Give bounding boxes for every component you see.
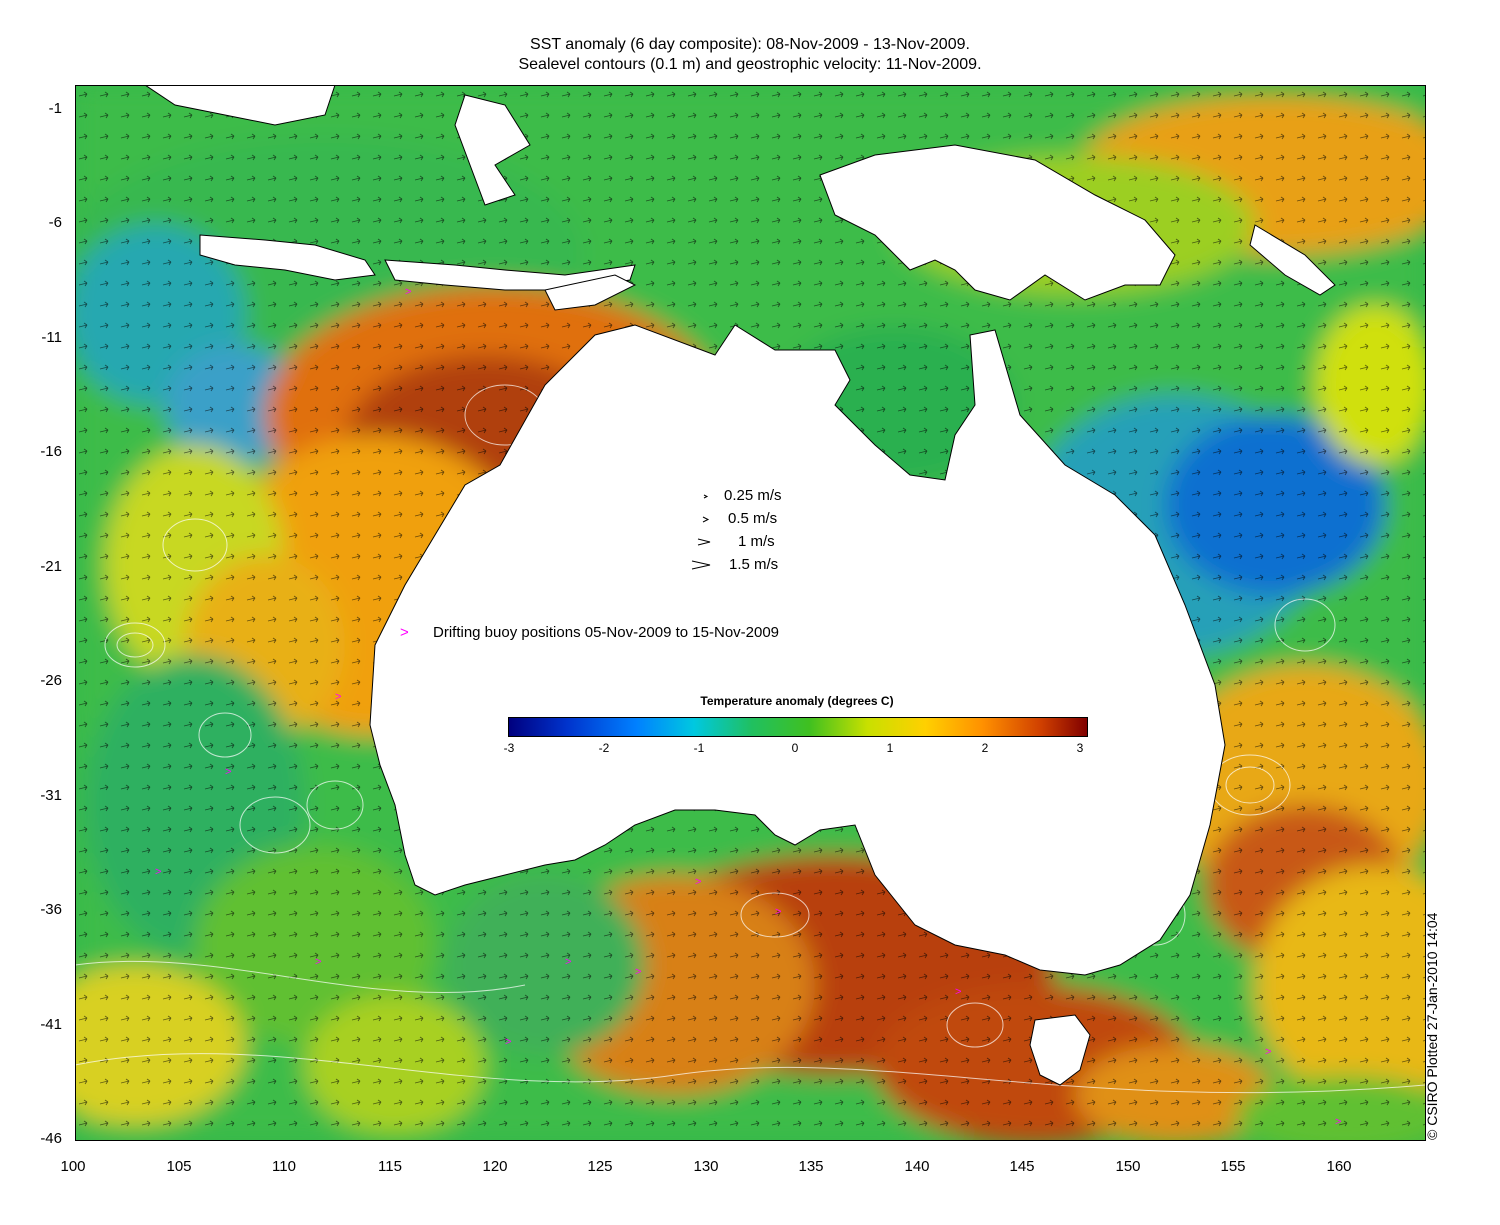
x-tick-label: 145 <box>1009 1158 1035 1175</box>
x-tick-label: 100 <box>60 1158 86 1175</box>
svg-text:>: > <box>955 986 961 998</box>
sealevel-contours <box>75 384 1425 1094</box>
y-tick-label: -26 <box>40 672 62 689</box>
x-tick-label: 160 <box>1326 1158 1352 1175</box>
map-title-line-2: Sealevel contours (0.1 m) and geostrophi… <box>518 56 982 73</box>
x-tick-label: 110 <box>272 1158 296 1175</box>
y-tick-label: -16 <box>40 443 62 460</box>
csiro-credit: © CSIRO Plotted 27-Jan-2010 14:04 <box>1424 912 1440 1140</box>
colorbar-tick-label: -2 <box>598 741 610 755</box>
svg-text:>: > <box>1335 1116 1341 1128</box>
colorbar-tick-label: -1 <box>693 741 705 755</box>
sst-map: > > > > > > > > > > > > > <box>75 85 1425 1140</box>
svg-text:>: > <box>635 966 641 978</box>
timor <box>544 274 637 311</box>
colorbar-tick-label: 0 <box>791 741 799 755</box>
x-tick-label: 140 <box>904 1158 930 1175</box>
tasmania <box>1029 1014 1091 1086</box>
y-tick-label: -46 <box>40 1130 62 1147</box>
svg-text:>: > <box>225 766 231 778</box>
velocity-legend-arrows <box>691 494 711 570</box>
velocity-legend-label: 1.5 m/s <box>729 556 779 573</box>
x-tick-label: 120 <box>482 1158 508 1175</box>
solomon-islands <box>1249 224 1336 296</box>
java <box>199 234 376 281</box>
buoy-legend-symbol: > <box>400 624 409 641</box>
svg-text:>: > <box>775 906 781 918</box>
svg-text:>: > <box>405 286 411 298</box>
australia <box>369 324 1226 976</box>
x-tick-label: 150 <box>1115 1158 1141 1175</box>
velocity-legend-label: 0.5 m/s <box>728 510 778 527</box>
svg-text:>: > <box>1265 1046 1271 1058</box>
x-tick-label: 105 <box>166 1158 192 1175</box>
sst-map-svg: > > > > > > > > > > > > > <box>75 85 1425 1140</box>
x-tick-label: 135 <box>798 1158 824 1175</box>
x-tick-label: 155 <box>1220 1158 1246 1175</box>
x-tick-label: 130 <box>693 1158 719 1175</box>
buoy-legend-label: Drifting buoy positions 05-Nov-2009 to 1… <box>433 624 780 641</box>
drifting-buoy-positions: > > > > > > > > > > > > > <box>155 286 1341 1128</box>
velocity-legend-label: 1 m/s <box>738 533 775 550</box>
nusa-tenggara <box>384 259 636 291</box>
colorbar-tick-label: 1 <box>886 741 894 755</box>
sulawesi <box>454 94 531 206</box>
land-masses <box>144 85 1336 1086</box>
colorbar-tick-label: 3 <box>1076 741 1084 755</box>
colorbar-tick-label: -3 <box>503 741 515 755</box>
x-tick-label: 115 <box>378 1158 402 1175</box>
x-tick-label: 125 <box>587 1158 613 1175</box>
map-title-line-1: SST anomaly (6 day composite): 08-Nov-20… <box>530 36 970 53</box>
y-tick-label: -21 <box>40 558 62 575</box>
colorbar <box>508 717 1088 737</box>
y-tick-label: -11 <box>41 329 62 346</box>
colorbar-tick-label: 2 <box>981 741 989 755</box>
svg-text:>: > <box>315 956 321 968</box>
borneo <box>144 85 336 126</box>
y-tick-label: -1 <box>48 100 62 117</box>
y-tick-label: -31 <box>40 787 62 804</box>
y-tick-label: -41 <box>40 1016 62 1033</box>
svg-text:>: > <box>155 866 161 878</box>
svg-text:>: > <box>505 1036 511 1048</box>
velocity-legend-label: 0.25 m/s <box>724 487 782 504</box>
svg-text:>: > <box>335 691 341 703</box>
y-tick-label: -6 <box>48 214 62 231</box>
svg-text:>: > <box>695 876 701 888</box>
svg-text:>: > <box>565 956 571 968</box>
colorbar-title: Temperature anomaly (degrees C) <box>700 694 894 708</box>
new-guinea <box>819 144 1176 301</box>
y-tick-label: -36 <box>40 901 62 918</box>
